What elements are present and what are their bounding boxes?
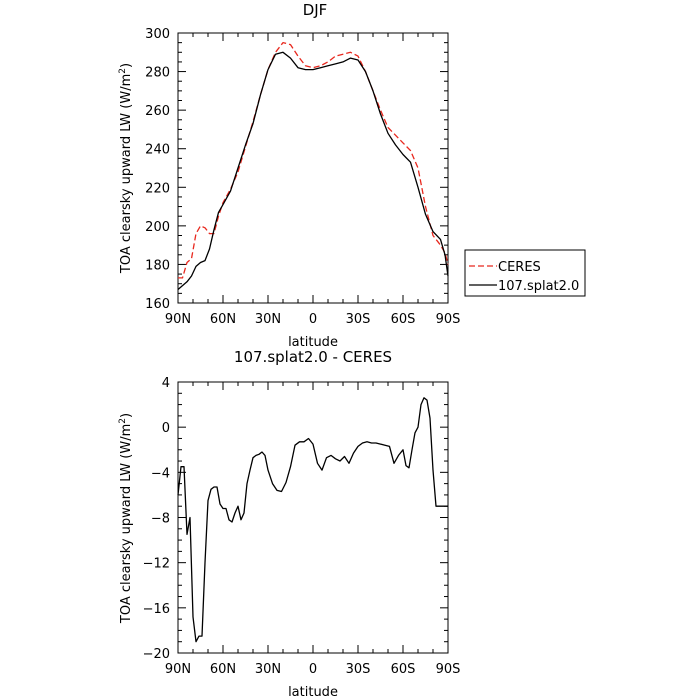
top-plot-frame — [177, 32, 449, 304]
bottom-y-axis-label: TOA clearsky upward LW (W/m2) — [118, 413, 134, 624]
top-y-tick-label: 300 — [145, 27, 170, 42]
top-y-tick-label: 220 — [145, 181, 170, 196]
bottom-x-tick-label: 90N — [165, 662, 191, 677]
bottom-y-tick-label: −4 — [151, 466, 170, 481]
bottom-series-line-diff-0 — [177, 397, 448, 643]
top-x-tick-label: 0 — [309, 312, 317, 327]
top-y-tick-label: 180 — [145, 258, 170, 273]
top-panel: DJF 90N 60N 30N 0 30S 60S 90S 160 180 200 220 240 2… — [118, 1, 586, 350]
legend-model-label: 107.splat2.0 — [498, 279, 579, 294]
top-x-tick-label: 90S — [436, 312, 461, 327]
top-y-tick-label: 280 — [145, 66, 170, 81]
top-panel-title: DJF — [303, 1, 328, 19]
bottom-y-tick-label: 0 — [162, 421, 170, 436]
legend-box — [464, 249, 586, 297]
top-x-tick-label: 30S — [346, 312, 371, 327]
bottom-x-tick-label: 30N — [255, 662, 281, 677]
bottom-x-tick-label: 90S — [436, 662, 461, 677]
top-series-lines — [177, 41, 449, 290]
top-y-tick-label: 200 — [145, 220, 170, 235]
bottom-y-tick-label: 4 — [162, 376, 170, 391]
bottom-tick-marks — [177, 381, 449, 654]
bottom-x-tick-label: 60S — [391, 662, 416, 677]
bottom-x-tick-label: 0 — [309, 662, 317, 677]
top-tick-marks — [177, 32, 449, 304]
top-x-tick-label: 60S — [391, 312, 416, 327]
bottom-y-tick-labels: −20 −16 −12 −8 −4 0 4 — [143, 376, 170, 662]
top-y-axis-label: TOA clearsky upward LW (W/m2) — [118, 63, 134, 274]
top-series-line-ceres — [178, 41, 449, 279]
top-y-tick-label: 240 — [145, 143, 170, 158]
bottom-y-tick-label: −8 — [151, 512, 170, 527]
top-x-axis-label: latitude — [288, 335, 338, 350]
bottom-plot-frame — [177, 381, 449, 654]
bottom-panel: 107.splat2.0 - CERES 90N 60N 30N 0 30S 60S 90S… — [118, 348, 460, 700]
bottom-x-tick-labels: 90N 60N 30N 0 30S 60S 90S — [165, 662, 461, 677]
top-x-tick-label: 60N — [210, 312, 236, 327]
bottom-x-axis-label: latitude — [288, 685, 338, 700]
top-y-tick-label: 160 — [145, 297, 170, 312]
top-y-tick-labels: 160 180 200 220 240 260 280 300 — [145, 27, 170, 312]
top-x-tick-label: 30N — [255, 312, 281, 327]
top-series-line-107-splat2-0 — [177, 51, 449, 290]
bottom-x-tick-label: 30S — [346, 662, 371, 677]
legend: CERES 107.splat2.0 — [464, 249, 586, 297]
bottom-series-lines — [177, 397, 448, 643]
top-x-tick-label: 90N — [165, 312, 191, 327]
bottom-y-tick-label: −12 — [143, 557, 170, 572]
top-x-tick-labels: 90N 60N 30N 0 30S 60S 90S — [165, 312, 461, 327]
bottom-x-tick-label: 60N — [210, 662, 236, 677]
top-y-tick-label: 260 — [145, 104, 170, 119]
bottom-panel-title: 107.splat2.0 - CERES — [234, 348, 392, 366]
bottom-y-tick-label: −16 — [143, 602, 170, 617]
bottom-y-tick-label: −20 — [143, 647, 170, 662]
legend-ceres-label: CERES — [498, 260, 541, 275]
